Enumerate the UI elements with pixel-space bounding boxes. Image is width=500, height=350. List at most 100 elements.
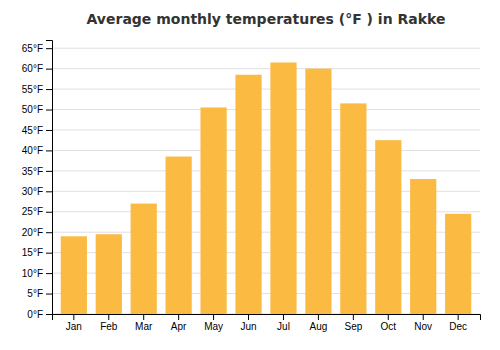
tick: Dec: [449, 314, 467, 332]
bar: [131, 204, 157, 314]
tick: 45°F: [22, 125, 52, 136]
tick: Jul: [277, 314, 290, 332]
title: Average monthly temperatures (°F ) in Ra…: [87, 11, 446, 27]
plot: Jan Feb Mar Apr May Jun Jul Aug Sep Oct Nov Dec 0°F 5…: [22, 41, 481, 333]
grid-line: [52, 129, 480, 130]
tick-mark: [46, 171, 52, 172]
tick: 5°F: [27, 288, 52, 299]
tick-label: Feb: [100, 321, 118, 332]
tick: May: [204, 314, 223, 332]
tick-label: Dec: [449, 321, 467, 332]
tick: 60°F: [22, 63, 52, 74]
tick: 50°F: [22, 104, 52, 115]
tick: 30°F: [22, 186, 52, 197]
tick-mark: [46, 69, 52, 70]
tick: 35°F: [22, 166, 52, 177]
grid-line: [52, 89, 480, 90]
tick-mark: [213, 314, 214, 320]
tick: 10°F: [22, 268, 52, 279]
tick-mark: [108, 314, 109, 320]
x-axis: Jan Feb Mar Apr May Jun Jul Aug Sep Oct Nov Dec: [53, 314, 481, 332]
bar: [375, 140, 401, 314]
tick-mark: [143, 314, 144, 320]
tick-mark: [46, 48, 52, 49]
tick-mark: [388, 314, 389, 320]
tick-mark: [46, 253, 52, 254]
bar: [340, 103, 366, 314]
tick-mark: [46, 314, 52, 315]
axis-line: [46, 41, 53, 315]
tick: Mar: [135, 314, 153, 332]
bar: [305, 69, 331, 314]
tick-label: Nov: [414, 321, 432, 332]
tick-label: 40°F: [22, 145, 43, 156]
tick: Jun: [240, 314, 256, 332]
tick-label: 20°F: [22, 227, 43, 238]
tick-mark: [73, 314, 74, 320]
grid-line: [52, 48, 480, 49]
tick: Aug: [310, 314, 328, 332]
axis-line: [53, 315, 481, 321]
tick-label: 50°F: [22, 104, 43, 115]
grid-line: [52, 170, 480, 171]
tick: 55°F: [22, 84, 52, 95]
tick: 40°F: [22, 145, 52, 156]
grid: [52, 48, 480, 314]
tick-mark: [46, 273, 52, 274]
tick: 0°F: [27, 309, 52, 320]
bar: [410, 179, 436, 314]
tick-label: Jan: [66, 321, 82, 332]
tick-mark: [46, 89, 52, 90]
tick-mark: [353, 314, 354, 320]
tick-label: 65°F: [22, 43, 43, 54]
tick-label: Aug: [310, 321, 328, 332]
tick-label: Sep: [344, 321, 362, 332]
tick-label: Jul: [277, 321, 290, 332]
bar: [200, 107, 226, 314]
bar: [270, 62, 296, 314]
tick-label: Mar: [135, 321, 153, 332]
tick-mark: [46, 130, 52, 131]
grid-line: [52, 68, 480, 69]
tick: 25°F: [22, 206, 52, 217]
tick: 20°F: [22, 227, 52, 238]
bar: [96, 234, 122, 314]
tick-mark: [458, 314, 459, 320]
tick-mark: [178, 314, 179, 320]
tick: Feb: [100, 314, 118, 332]
bar: [61, 236, 87, 314]
tick-label: May: [204, 321, 223, 332]
tick-mark: [46, 294, 52, 295]
tick-label: 55°F: [22, 84, 43, 95]
tick-mark: [248, 314, 249, 320]
tick: Oct: [381, 314, 397, 332]
tick-label: Oct: [381, 321, 397, 332]
y-axis: 0°F 5°F 10°F 15°F 20°F 25°F 30°F 35°F 40°F 45°F 50…: [22, 41, 53, 320]
grid-line: [52, 109, 480, 110]
tick-label: 30°F: [22, 186, 43, 197]
tick: Apr: [171, 314, 187, 332]
tick-mark: [46, 212, 52, 213]
tick-mark: [46, 191, 52, 192]
tick-label: 45°F: [22, 125, 43, 136]
tick-label: 25°F: [22, 206, 43, 217]
tick: Nov: [414, 314, 432, 332]
tick-mark: [423, 314, 424, 320]
tick-label: 15°F: [22, 247, 43, 258]
tick-label: 0°F: [27, 309, 43, 320]
tick-mark: [46, 232, 52, 233]
grid-line: [52, 150, 480, 151]
tick-label: 5°F: [27, 288, 43, 299]
tick: 15°F: [22, 247, 52, 258]
tick-mark: [46, 110, 52, 111]
tick-mark: [283, 314, 284, 320]
bar: [166, 157, 192, 314]
bar: [235, 75, 261, 314]
chart: Jan Feb Mar Apr May Jun Jul Aug Sep Oct Nov Dec 0°F 5…: [0, 0, 500, 350]
tick-mark: [318, 314, 319, 320]
tick-label: 35°F: [22, 166, 43, 177]
tick-label: Jun: [240, 321, 256, 332]
tick: 65°F: [22, 43, 52, 54]
bar: [445, 214, 471, 314]
tick-label: 60°F: [22, 63, 43, 74]
